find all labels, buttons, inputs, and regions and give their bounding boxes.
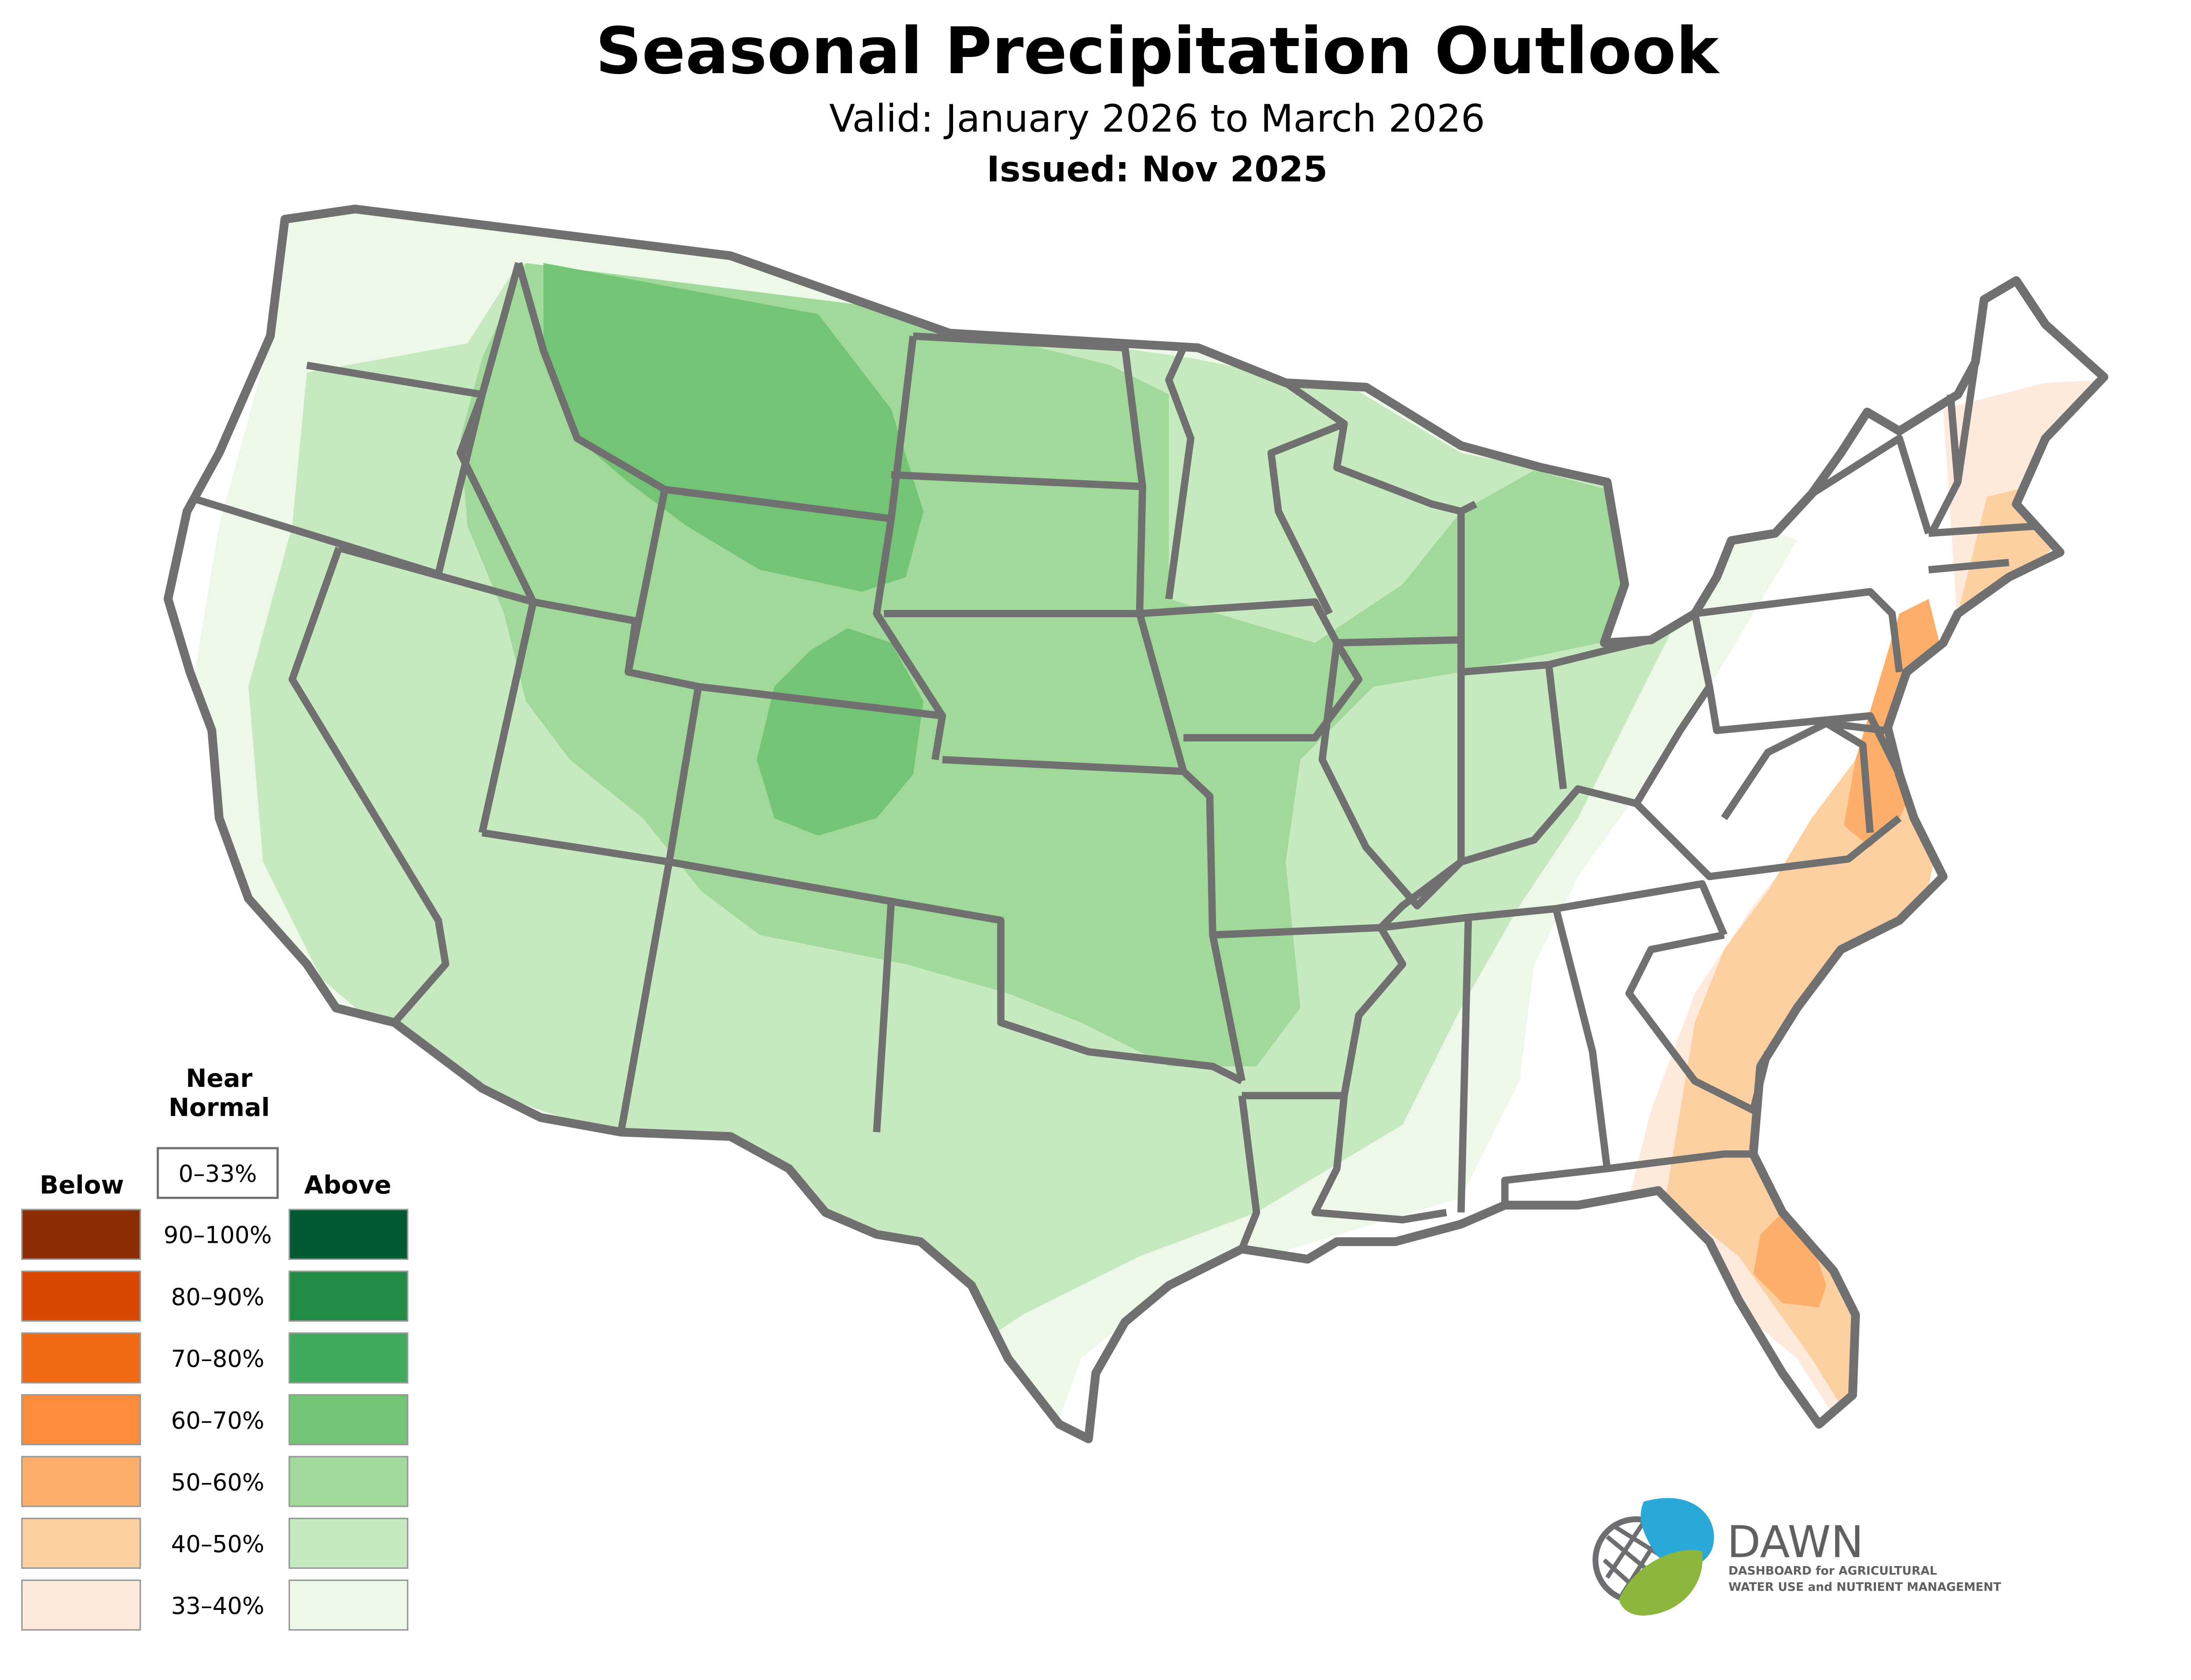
below-50-60-florida-region bbox=[1753, 1212, 1826, 1308]
legend-below-swatch bbox=[21, 1209, 141, 1260]
legend-near-normal-label-1: Near bbox=[186, 1064, 252, 1093]
legend-bin-range: 80–90% bbox=[171, 1283, 264, 1311]
legend-below-label: Below bbox=[40, 1171, 124, 1199]
logo-name: DAWN bbox=[1727, 1517, 1864, 1568]
legend-near-normal-label-2: Normal bbox=[169, 1093, 270, 1122]
legend-above-swatch bbox=[288, 1394, 408, 1446]
legend-above-swatch bbox=[288, 1332, 408, 1384]
issued-date: Issued: Nov 2025 bbox=[987, 149, 1328, 190]
legend-below-swatch bbox=[21, 1270, 141, 1322]
valid-period: Valid: January 2026 to March 2026 bbox=[829, 97, 1485, 141]
legend-bin-range: 33–40% bbox=[171, 1592, 264, 1620]
logo-line-2: WATER USE and NUTRIENT MANAGEMENT bbox=[1728, 1580, 2001, 1594]
legend-above-swatch bbox=[288, 1579, 408, 1631]
map-title: Seasonal Precipitation Outlook bbox=[596, 14, 1720, 88]
legend-below-swatch bbox=[21, 1332, 141, 1384]
state-boundaries bbox=[196, 262, 2039, 1251]
legend-near-normal-swatch bbox=[156, 1147, 279, 1199]
legend-below-swatch bbox=[21, 1579, 141, 1631]
legend-rows: 90–100% 80–90% 70–80% 60–70% 50–60% 40–50% 33–… bbox=[21, 1209, 408, 1631]
legend-below-swatch bbox=[21, 1517, 141, 1569]
legend-below-swatch bbox=[21, 1456, 141, 1507]
legend-bin-range: 40–50% bbox=[171, 1530, 264, 1558]
logo-grid-icon bbox=[1602, 1521, 1674, 1601]
us-national-border bbox=[163, 205, 2109, 1443]
legend: Near Normal 0–33% Below Above 90–100% 80–… bbox=[21, 1064, 408, 1631]
logo-blue-drop-icon bbox=[1641, 1498, 1714, 1567]
logo-green-leaf-icon bbox=[1619, 1550, 1703, 1616]
legend-bin-range: 70–80% bbox=[171, 1345, 264, 1372]
dawn-logo: DAWN DASHBOARD for AGRICULTURAL WATER US… bbox=[1592, 1498, 2002, 1616]
legend-bin-range: 60–70% bbox=[171, 1407, 264, 1434]
legend-below-swatch bbox=[21, 1394, 141, 1446]
legend-above-swatch bbox=[288, 1270, 408, 1322]
above-60-70-colorado-region bbox=[757, 628, 924, 836]
legend-above-swatch bbox=[288, 1209, 408, 1260]
legend-bin-range: 90–100% bbox=[163, 1221, 272, 1249]
legend-above-label: Above bbox=[304, 1171, 391, 1199]
near-normal-southeast-region bbox=[1549, 438, 1900, 1213]
logo-line-1: DASHBOARD for AGRICULTURAL bbox=[1728, 1564, 1937, 1578]
legend-above-swatch bbox=[288, 1517, 408, 1569]
legend-bin-range: 50–60% bbox=[171, 1468, 264, 1496]
legend-above-swatch bbox=[288, 1456, 408, 1507]
legend-near-normal-range: 0–33% bbox=[178, 1160, 257, 1188]
